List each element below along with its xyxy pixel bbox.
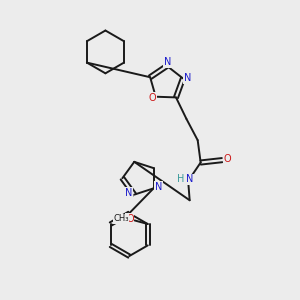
Text: N: N bbox=[164, 57, 171, 67]
Text: O: O bbox=[148, 93, 156, 103]
Text: N: N bbox=[125, 188, 133, 198]
Text: O: O bbox=[224, 154, 231, 164]
Text: N: N bbox=[184, 74, 191, 83]
Text: CH₃: CH₃ bbox=[113, 214, 129, 224]
Text: H: H bbox=[177, 175, 184, 184]
Text: O: O bbox=[126, 214, 134, 224]
Text: N: N bbox=[155, 182, 163, 192]
Text: N: N bbox=[186, 175, 193, 184]
